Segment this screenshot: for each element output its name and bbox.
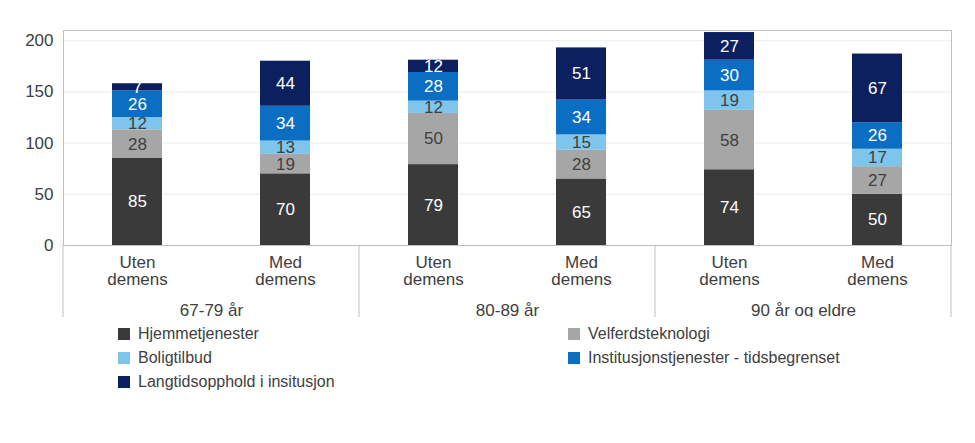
svg-text:50: 50 (868, 210, 887, 229)
svg-text:Utendemens: Utendemens (403, 253, 463, 289)
svg-text:Meddemens: Meddemens (847, 253, 907, 289)
svg-text:30: 30 (720, 66, 739, 85)
svg-text:26: 26 (868, 126, 887, 145)
svg-text:0: 0 (44, 236, 53, 255)
svg-text:26: 26 (128, 95, 147, 114)
html-text:Langtidsopphold i insitusjon: Langtidsopphold i insitusjon (138, 373, 335, 390)
svg-text:12: 12 (424, 57, 443, 76)
svg-text:90 år og eldre: 90 år og eldre (751, 301, 856, 317)
svg-text:150: 150 (25, 82, 53, 101)
svg-text:27: 27 (868, 171, 887, 190)
svg-text:70: 70 (276, 200, 295, 219)
svg-text:67-79 år: 67-79 år (180, 301, 244, 317)
svg-text:74: 74 (720, 198, 739, 217)
svg-text:19: 19 (720, 91, 739, 110)
svg-text:58: 58 (720, 130, 739, 149)
svg-text:44: 44 (276, 74, 295, 93)
html-text:Boligtilbud: Boligtilbud (138, 349, 212, 366)
svg-text:28: 28 (128, 135, 147, 154)
svg-text:79: 79 (424, 195, 443, 214)
svg-text:80-89 år: 80-89 år (476, 301, 540, 317)
svg-text:34: 34 (276, 114, 295, 133)
svg-text:Meddemens: Meddemens (255, 253, 315, 289)
html-text:Hjemmetjenester: Hjemmetjenester (138, 325, 259, 342)
svg-text:200: 200 (25, 31, 53, 50)
svg-text:50: 50 (424, 129, 443, 148)
svg-text:85: 85 (128, 192, 147, 211)
svg-text:67: 67 (868, 79, 887, 98)
svg-text:12: 12 (424, 98, 443, 117)
svg-text:100: 100 (25, 134, 53, 153)
svg-text:Meddemens: Meddemens (551, 253, 611, 289)
svg-text:17: 17 (868, 148, 887, 167)
svg-text:7: 7 (133, 78, 142, 97)
svg-text:Utendemens: Utendemens (107, 253, 167, 289)
svg-text:65: 65 (572, 203, 591, 222)
svg-text:27: 27 (720, 37, 739, 56)
svg-text:19: 19 (276, 155, 295, 174)
svg-text:51: 51 (572, 64, 591, 83)
svg-text:13: 13 (276, 138, 295, 157)
svg-text:15: 15 (572, 133, 591, 152)
svg-text:28: 28 (572, 155, 591, 174)
html-text:Velferdsteknologi: Velferdsteknologi (588, 325, 710, 342)
svg-text:28: 28 (424, 77, 443, 96)
html-text:Institusjonstjenester - tidsbe: Institusjonstjenester - tidsbegrenset (588, 349, 840, 366)
svg-text:Utendemens: Utendemens (699, 253, 759, 289)
svg-text:12: 12 (128, 114, 147, 133)
svg-text:50: 50 (35, 185, 54, 204)
svg-text:34: 34 (572, 108, 591, 127)
